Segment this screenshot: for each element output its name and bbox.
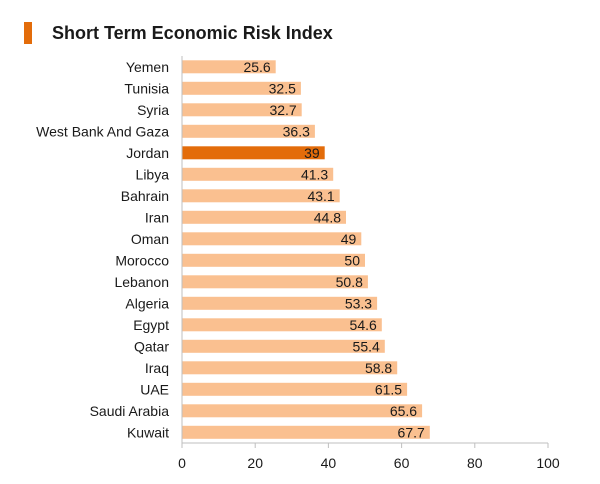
x-tick-label: 0 <box>178 455 186 471</box>
bar-syria <box>182 103 302 117</box>
bar-bahrain <box>182 189 340 203</box>
bar-morocco <box>182 253 365 267</box>
category-label: Bahrain <box>121 188 169 204</box>
category-label: Oman <box>131 231 169 247</box>
value-label: 55.4 <box>353 338 380 354</box>
value-label: 65.6 <box>390 403 417 419</box>
x-tick-label: 20 <box>247 455 263 471</box>
category-label: Lebanon <box>114 274 169 290</box>
category-label: Algeria <box>125 295 169 311</box>
value-label: 39 <box>304 145 320 161</box>
category-label: Saudi Arabia <box>90 403 170 419</box>
category-label: Iran <box>145 209 169 225</box>
bar-tunisia <box>182 81 301 95</box>
category-label: Yemen <box>126 59 169 75</box>
x-tick-label: 80 <box>467 455 483 471</box>
value-label: 41.3 <box>301 166 328 182</box>
category-label: Kuwait <box>127 424 169 440</box>
category-label: Egypt <box>133 317 169 333</box>
bar-algeria <box>182 296 378 310</box>
category-label: Morocco <box>115 252 169 268</box>
value-label: 53.3 <box>345 295 372 311</box>
bar-saudi-arabia <box>182 404 423 418</box>
value-label: 58.8 <box>365 360 392 376</box>
category-label: Tunisia <box>124 80 169 96</box>
bar-iran <box>182 210 346 224</box>
bar-uae <box>182 382 408 396</box>
category-label: UAE <box>140 381 169 397</box>
value-label: 44.8 <box>314 209 341 225</box>
value-label: 61.5 <box>375 381 402 397</box>
category-label: Qatar <box>134 338 169 354</box>
bar-iraq <box>182 361 398 375</box>
value-label: 32.7 <box>269 102 296 118</box>
bar-qatar <box>182 339 385 353</box>
value-label: 36.3 <box>283 123 310 139</box>
value-label: 67.7 <box>398 424 425 440</box>
value-label: 49 <box>341 231 357 247</box>
bar-kuwait <box>182 425 430 439</box>
x-tick-label: 100 <box>536 455 560 471</box>
category-label: West Bank And Gaza <box>36 123 169 139</box>
bar-west-bank-and-gaza <box>182 124 315 138</box>
value-label: 43.1 <box>307 188 334 204</box>
category-label: Jordan <box>126 145 169 161</box>
value-label: 50.8 <box>336 274 363 290</box>
title-accent-bar <box>24 22 32 44</box>
category-label: Syria <box>137 102 169 118</box>
x-tick-label: 60 <box>394 455 410 471</box>
bar-lebanon <box>182 275 368 289</box>
bar-jordan <box>182 146 325 160</box>
value-label: 32.5 <box>269 80 296 96</box>
value-label: 25.6 <box>243 59 270 75</box>
bar-egypt <box>182 318 382 332</box>
category-label: Libya <box>136 166 170 182</box>
category-label: Iraq <box>145 360 169 376</box>
value-label: 50 <box>344 252 360 268</box>
bar-libya <box>182 167 334 181</box>
bar-yemen <box>182 60 276 74</box>
value-label: 54.6 <box>350 317 377 333</box>
chart-title: Short Term Economic Risk Index <box>52 23 333 43</box>
bar-oman <box>182 232 362 246</box>
x-tick-label: 40 <box>321 455 337 471</box>
